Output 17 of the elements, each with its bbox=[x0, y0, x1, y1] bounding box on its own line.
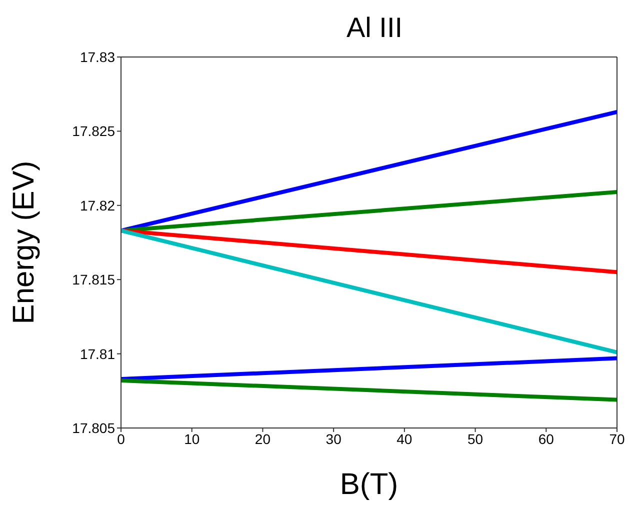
x-tick-label: 10 bbox=[184, 430, 200, 447]
y-tick-label: 17.825 bbox=[72, 123, 116, 140]
x-tick-label: 20 bbox=[254, 430, 271, 447]
x-axis-title: B(T) bbox=[340, 468, 398, 501]
x-tick-label: 0 bbox=[117, 430, 126, 447]
chart-title: Al III bbox=[345, 12, 404, 44]
x-tick-label: 30 bbox=[326, 430, 342, 447]
y-tick-label: 17.82 bbox=[80, 197, 116, 214]
y-tick-label: 17.805 bbox=[72, 420, 116, 436]
x-tick-label: 60 bbox=[538, 430, 554, 447]
y-tick-label: 17.81 bbox=[80, 346, 116, 362]
x-tick-label: 70 bbox=[609, 430, 625, 447]
x-tick-label: 40 bbox=[396, 430, 412, 447]
y-tick-label: 17.815 bbox=[72, 272, 116, 288]
y-axis-title: Energy (EV) bbox=[8, 160, 41, 324]
y-tick-label: 17.83 bbox=[80, 48, 116, 65]
x-tick-label: 50 bbox=[467, 430, 484, 447]
